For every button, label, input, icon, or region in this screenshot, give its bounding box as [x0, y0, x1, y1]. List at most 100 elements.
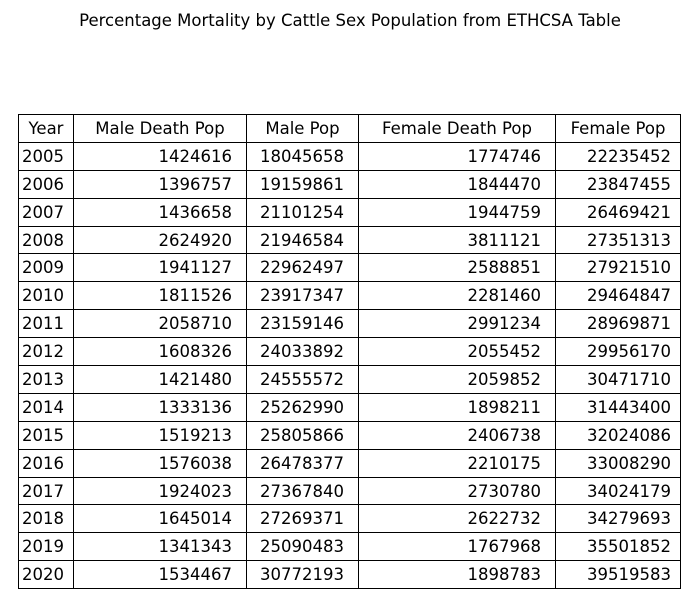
male-pop-cell: 26478377 [246, 448, 359, 478]
male-pop-cell: 21101254 [246, 197, 359, 227]
year-cell: 2007 [18, 197, 74, 227]
male-death-pop-cell: 1424616 [73, 141, 247, 171]
male-death-pop-cell: 2624920 [73, 225, 247, 255]
year-cell: 2016 [18, 448, 74, 478]
year-cell: 2011 [18, 309, 74, 339]
table-row: 2017 1924023 27367840 2730780 34024179 [18, 476, 681, 506]
female-pop-cell: 30471710 [555, 365, 681, 394]
year-cell: 2014 [18, 392, 74, 422]
male-pop-cell: 23917347 [246, 281, 359, 311]
female-death-pop-cell: 2281460 [358, 281, 556, 311]
female-death-pop-cell: 1898211 [358, 392, 556, 422]
male-death-pop-cell: 1421480 [73, 365, 247, 394]
header-row: Year Male Death Pop Male Pop Female Deat… [18, 114, 681, 143]
column-header-female-pop: Female Pop [555, 114, 681, 143]
male-death-pop-cell: 1941127 [73, 253, 247, 283]
table-row: 2010 1811526 23917347 2281460 29464847 [18, 281, 681, 311]
male-death-pop-cell: 1645014 [73, 504, 247, 534]
table-row: 2018 1645014 27269371 2622732 34279693 [18, 504, 681, 534]
female-death-pop-cell: 2059852 [358, 365, 556, 394]
year-cell: 2009 [18, 253, 74, 283]
male-pop-cell: 27367840 [246, 476, 359, 506]
chart-title: Percentage Mortality by Cattle Sex Popul… [79, 11, 621, 30]
year-cell: 2015 [18, 420, 74, 450]
table-row: 2020 1534467 30772193 1898783 39519583 [18, 560, 681, 590]
female-pop-cell: 26469421 [555, 197, 681, 227]
female-pop-cell: 34024179 [555, 476, 681, 506]
female-death-pop-cell: 1944759 [358, 197, 556, 227]
male-death-pop-cell: 1811526 [73, 281, 247, 311]
female-death-pop-cell: 3811121 [358, 225, 556, 255]
female-death-pop-cell: 2730780 [358, 476, 556, 506]
female-death-pop-cell: 2055452 [358, 337, 556, 367]
male-death-pop-cell: 1333136 [73, 392, 247, 422]
table-row: 2007 1436658 21101254 1944759 26469421 [18, 197, 681, 227]
male-death-pop-cell: 1534467 [73, 560, 247, 590]
male-pop-cell: 27269371 [246, 504, 359, 534]
female-pop-cell: 22235452 [555, 141, 681, 171]
year-cell: 2006 [18, 169, 74, 199]
year-cell: 2013 [18, 365, 74, 394]
female-pop-cell: 27921510 [555, 253, 681, 283]
female-pop-cell: 27351313 [555, 225, 681, 255]
male-pop-cell: 21946584 [246, 225, 359, 255]
female-pop-cell: 31443400 [555, 392, 681, 422]
female-death-pop-cell: 2622732 [358, 504, 556, 534]
female-pop-cell: 28969871 [555, 309, 681, 339]
table-row: 2009 1941127 22962497 2588851 27921510 [18, 253, 681, 283]
female-pop-cell: 23847455 [555, 169, 681, 199]
female-death-pop-cell: 2406738 [358, 420, 556, 450]
male-death-pop-cell: 2058710 [73, 309, 247, 339]
female-death-pop-cell: 1898783 [358, 560, 556, 590]
male-death-pop-cell: 1608326 [73, 337, 247, 367]
year-cell: 2020 [18, 560, 74, 590]
female-death-pop-cell: 1844470 [358, 169, 556, 199]
year-cell: 2008 [18, 225, 74, 255]
year-cell: 2017 [18, 476, 74, 506]
male-death-pop-cell: 1924023 [73, 476, 247, 506]
female-pop-cell: 33008290 [555, 448, 681, 478]
table-row: 2006 1396757 19159861 1844470 23847455 [18, 169, 681, 199]
female-death-pop-cell: 1767968 [358, 532, 556, 562]
year-cell: 2010 [18, 281, 74, 311]
column-header-male-death-pop: Male Death Pop [73, 114, 247, 143]
male-pop-cell: 23159146 [246, 309, 359, 339]
male-pop-cell: 22962497 [246, 253, 359, 283]
year-cell: 2005 [18, 141, 74, 171]
female-death-pop-cell: 2588851 [358, 253, 556, 283]
table-body: 2005 1424616 18045658 1774746 22235452 2006 13… [18, 141, 681, 590]
table-row: 2012 1608326 24033892 2055452 29956170 [18, 337, 681, 367]
female-death-pop-cell: 2991234 [358, 309, 556, 339]
male-pop-cell: 25090483 [246, 532, 359, 562]
male-death-pop-cell: 1341343 [73, 532, 247, 562]
male-pop-cell: 24555572 [246, 365, 359, 394]
female-pop-cell: 35501852 [555, 532, 681, 562]
table-row: 2015 1519213 25805866 2406738 32024086 [18, 420, 681, 450]
year-cell: 2012 [18, 337, 74, 367]
male-death-pop-cell: 1436658 [73, 197, 247, 227]
male-pop-cell: 18045658 [246, 141, 359, 171]
female-death-pop-cell: 2210175 [358, 448, 556, 478]
male-pop-cell: 25805866 [246, 420, 359, 450]
male-pop-cell: 25262990 [246, 392, 359, 422]
column-header-female-death-pop: Female Death Pop [358, 114, 556, 143]
female-pop-cell: 29956170 [555, 337, 681, 367]
table-row: 2016 1576038 26478377 2210175 33008290 [18, 448, 681, 478]
column-header-year: Year [18, 114, 74, 143]
table-row: 2013 1421480 24555572 2059852 30471710 [18, 365, 681, 394]
year-cell: 2019 [18, 532, 74, 562]
male-death-pop-cell: 1519213 [73, 420, 247, 450]
male-pop-cell: 24033892 [246, 337, 359, 367]
female-pop-cell: 32024086 [555, 420, 681, 450]
male-death-pop-cell: 1396757 [73, 169, 247, 199]
table-row: 2014 1333136 25262990 1898211 31443400 [18, 392, 681, 422]
table-row: 2005 1424616 18045658 1774746 22235452 [18, 141, 681, 171]
female-pop-cell: 29464847 [555, 281, 681, 311]
female-pop-cell: 39519583 [555, 560, 681, 590]
data-table: Year Male Death Pop Male Pop Female Deat… [18, 114, 681, 590]
year-cell: 2018 [18, 504, 74, 534]
female-pop-cell: 34279693 [555, 504, 681, 534]
male-death-pop-cell: 1576038 [73, 448, 247, 478]
table-row: 2008 2624920 21946584 3811121 27351313 [18, 225, 681, 255]
column-header-male-pop: Male Pop [246, 114, 359, 143]
